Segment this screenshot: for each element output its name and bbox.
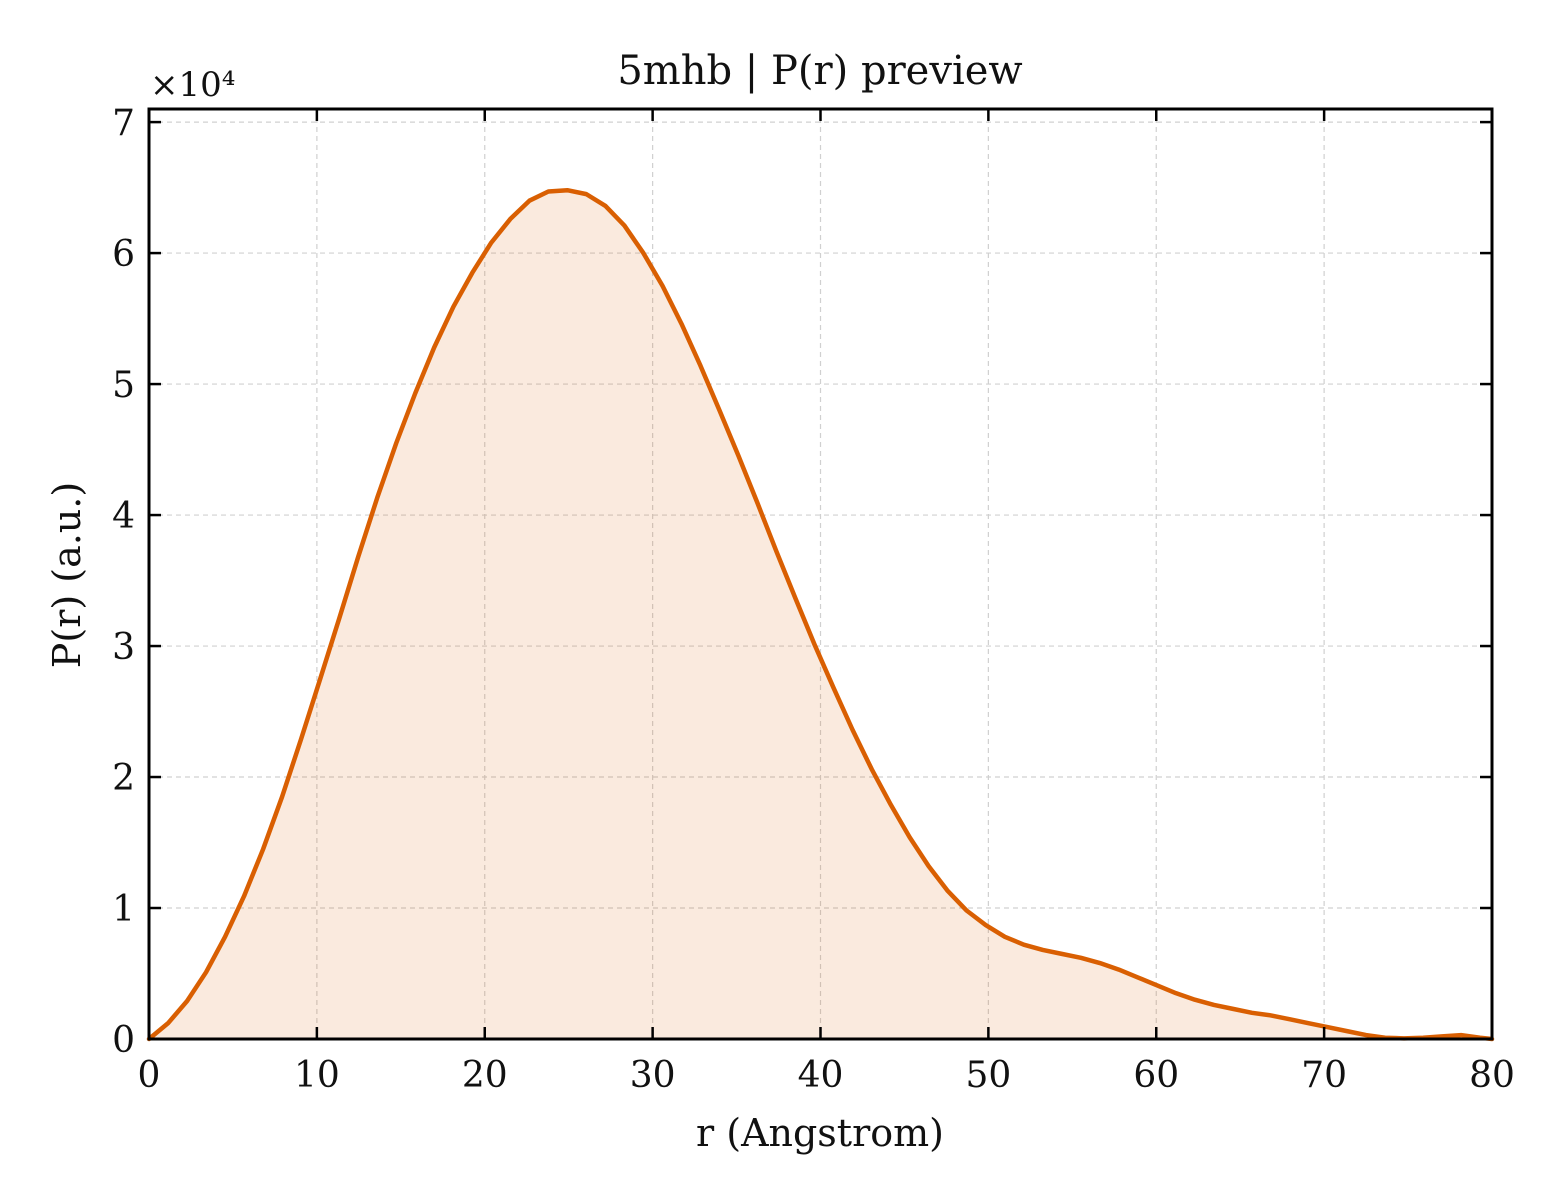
y-tick-label: 1 bbox=[112, 889, 135, 930]
x-tick-label: 80 bbox=[1469, 1055, 1515, 1096]
chart-title: 5mhb | P(r) preview bbox=[617, 48, 1022, 94]
y-tick-label: 2 bbox=[112, 758, 135, 799]
x-tick-label: 0 bbox=[138, 1055, 161, 1096]
x-tick-label: 20 bbox=[462, 1055, 508, 1096]
x-tick-label: 30 bbox=[630, 1055, 676, 1096]
y-tick-label: 0 bbox=[112, 1020, 135, 1061]
y-tick-label: 4 bbox=[112, 496, 135, 537]
y-tick-label: 7 bbox=[112, 103, 135, 144]
x-tick-label: 50 bbox=[965, 1055, 1011, 1096]
x-tick-label: 10 bbox=[294, 1055, 340, 1096]
grid-lines bbox=[149, 109, 1492, 1039]
y-tick-label: 6 bbox=[112, 234, 135, 275]
x-tick-label: 40 bbox=[798, 1055, 844, 1096]
y-tick-label: 3 bbox=[112, 627, 135, 668]
axis-ticks: 0 10 20 30 40 50 60 70 80 0 1 2 3 4 5 6 7 bbox=[112, 103, 1515, 1096]
y-axis-label: P(r) (a.u.) bbox=[45, 482, 89, 668]
x-tick-label: 60 bbox=[1133, 1055, 1179, 1096]
y-tick-label: 5 bbox=[112, 365, 135, 406]
pr-curve-line bbox=[146, 187, 1495, 1042]
x-axis-label: r (Angstrom) bbox=[696, 1111, 944, 1155]
x-tick-label: 70 bbox=[1301, 1055, 1347, 1096]
pr-area-fill bbox=[149, 190, 1492, 1039]
y-multiplier-label: ×10⁴ bbox=[150, 65, 235, 105]
